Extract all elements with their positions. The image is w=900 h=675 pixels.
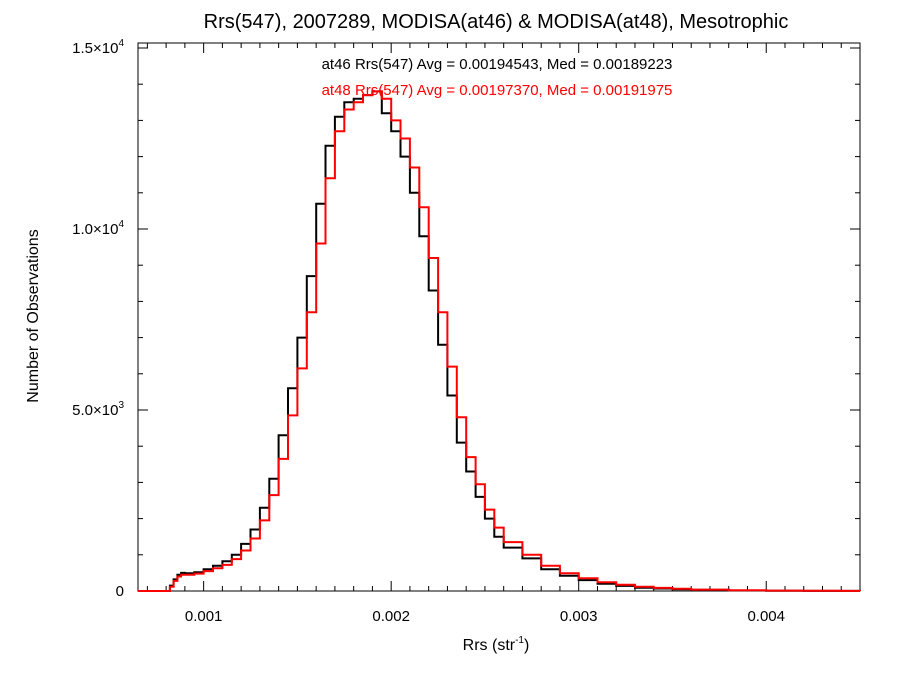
x-tick-label-1: 0.002 — [372, 608, 410, 625]
y-tick-exponent-2: 4 — [118, 219, 124, 230]
x-axis-label-sup: -1 — [515, 635, 524, 646]
y-tick-mantissa-3: 1.5×10 — [72, 40, 118, 57]
x-tick-label-3: 0.004 — [747, 608, 785, 625]
y-tick-label-0: 0 — [116, 583, 124, 600]
y-tick-mantissa-1: 5.0×10 — [72, 402, 118, 419]
axis-ticks: 0.001 0.002 0.003 0.00405.0×1031.0×1041.5×1… — [72, 38, 860, 625]
y-tick-label-3: 1.5×104 — [72, 38, 124, 57]
legend-entry-at46: at46 Rrs(547) Avg = 0.00194543, Med = 0.… — [322, 56, 673, 73]
x-axis-label-text: Rrs (str — [463, 637, 516, 654]
series-line-at46 — [138, 90, 861, 592]
y-tick-mantissa-0: 0 — [116, 583, 124, 600]
y-tick-mantissa-2: 1.0×10 — [72, 221, 118, 238]
y-tick-exponent-1: 3 — [118, 400, 124, 411]
x-axis-label-close: ) — [524, 637, 529, 654]
plot-frame — [137, 42, 861, 592]
y-tick-label-2: 1.0×104 — [72, 219, 124, 238]
x-axis-label: Rrs (str-1) — [463, 635, 530, 654]
x-tick-label-0: 0.001 — [185, 608, 223, 625]
x-tick-label-2: 0.003 — [560, 608, 598, 625]
y-tick-label-1: 5.0×103 — [72, 400, 124, 419]
series-layer — [138, 90, 861, 592]
y-tick-exponent-3: 4 — [118, 38, 124, 49]
plot-border — [137, 42, 861, 592]
chart-title: Rrs(547), 2007289, MODISA(at46) & MODISA… — [204, 11, 789, 33]
y-axis-label: Number of Observations — [25, 229, 42, 402]
legend-entry-at48: at48 Rrs(547) Avg = 0.00197370, Med = 0.… — [322, 82, 673, 99]
series-line-at48 — [138, 90, 861, 592]
